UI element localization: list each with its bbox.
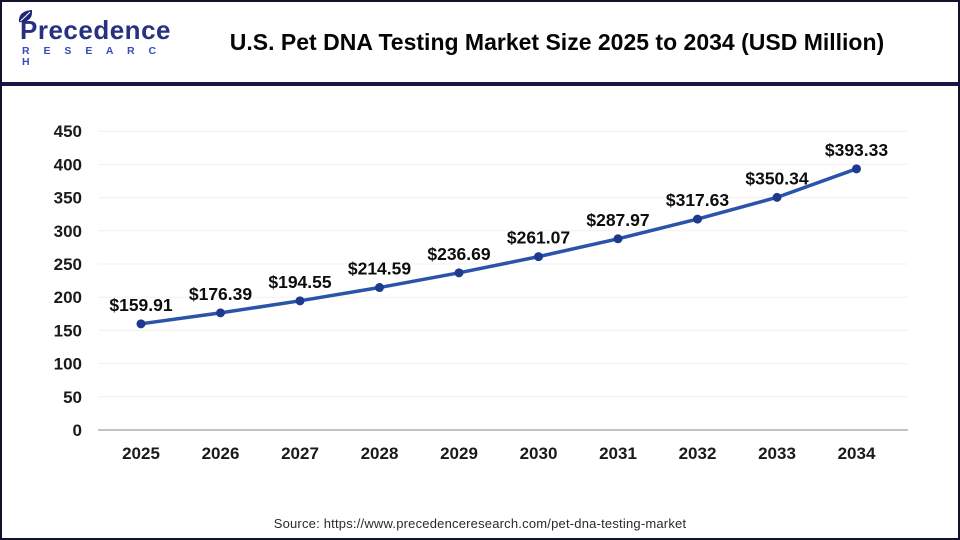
y-tick-label: 50: [63, 388, 82, 407]
data-point-marker: [852, 164, 861, 174]
brand-name: Precedence: [20, 15, 171, 45]
x-tick-label: 2027: [281, 444, 319, 463]
data-point-marker: [613, 234, 623, 244]
x-tick-label: 2026: [202, 444, 240, 463]
data-point-marker: [136, 319, 146, 329]
y-tick-label: 400: [54, 155, 82, 174]
data-point-label: $287.97: [586, 210, 649, 230]
x-tick-label: 2032: [679, 444, 717, 463]
data-point-label: $317.63: [666, 190, 730, 210]
data-point-marker: [534, 252, 543, 262]
leaf-icon: [18, 10, 33, 23]
x-tick-label: 2034: [838, 444, 876, 463]
brand-subname: R E S E A R C H: [22, 45, 162, 68]
x-tick-label: 2029: [440, 444, 478, 463]
chart-title: U.S. Pet DNA Testing Market Size 2025 to…: [229, 28, 885, 55]
x-tick-label: 2028: [361, 444, 399, 463]
x-tick-label: 2030: [520, 444, 558, 463]
data-point-marker: [772, 192, 782, 202]
header: Precedence R E S E A R C H U.S. Pet DNA …: [2, 2, 958, 86]
data-point-label: $393.33: [825, 140, 889, 160]
brand-logo: Precedence R E S E A R C H: [18, 10, 180, 68]
x-tick-label: 2025: [122, 444, 160, 463]
market-size-line-chart: 0 50 100 150 200 250 300 350 400 450 2025 2026 2027 2…: [54, 122, 908, 463]
y-tick-label: 150: [54, 321, 82, 340]
y-tick-label: 350: [54, 189, 82, 208]
data-point-label: $261.07: [507, 228, 570, 248]
y-tick-label: 450: [54, 122, 82, 141]
trend-line: [139, 167, 859, 326]
data-point-label: $176.39: [189, 284, 253, 304]
data-point-label: $350.34: [745, 168, 809, 188]
data-point-label: $236.69: [427, 244, 491, 264]
data-point-marker: [693, 214, 702, 224]
data-point-label: $159.91: [109, 295, 173, 315]
source-note: Source: https://www.precedenceresearch.c…: [273, 516, 687, 531]
y-tick-label: 250: [54, 255, 82, 274]
data-point-marker: [216, 308, 225, 318]
x-tick-label: 2031: [599, 444, 637, 463]
chart-area: 0 50 100 150 200 250 300 350 400 450 2025 2026 2027 2…: [2, 97, 958, 502]
brand-name-row: Precedence: [18, 10, 171, 45]
y-tick-label: 0: [73, 421, 82, 440]
data-point-label: $194.55: [268, 272, 332, 292]
y-tick-label: 200: [54, 288, 82, 307]
x-tick-label: 2033: [758, 444, 796, 463]
data-point-label: $214.59: [348, 259, 412, 279]
y-tick-label: 300: [54, 222, 82, 241]
data-point-marker: [375, 283, 384, 293]
y-tick-label: 100: [54, 355, 82, 374]
data-point-marker: [295, 296, 305, 306]
data-point-marker: [454, 268, 464, 278]
